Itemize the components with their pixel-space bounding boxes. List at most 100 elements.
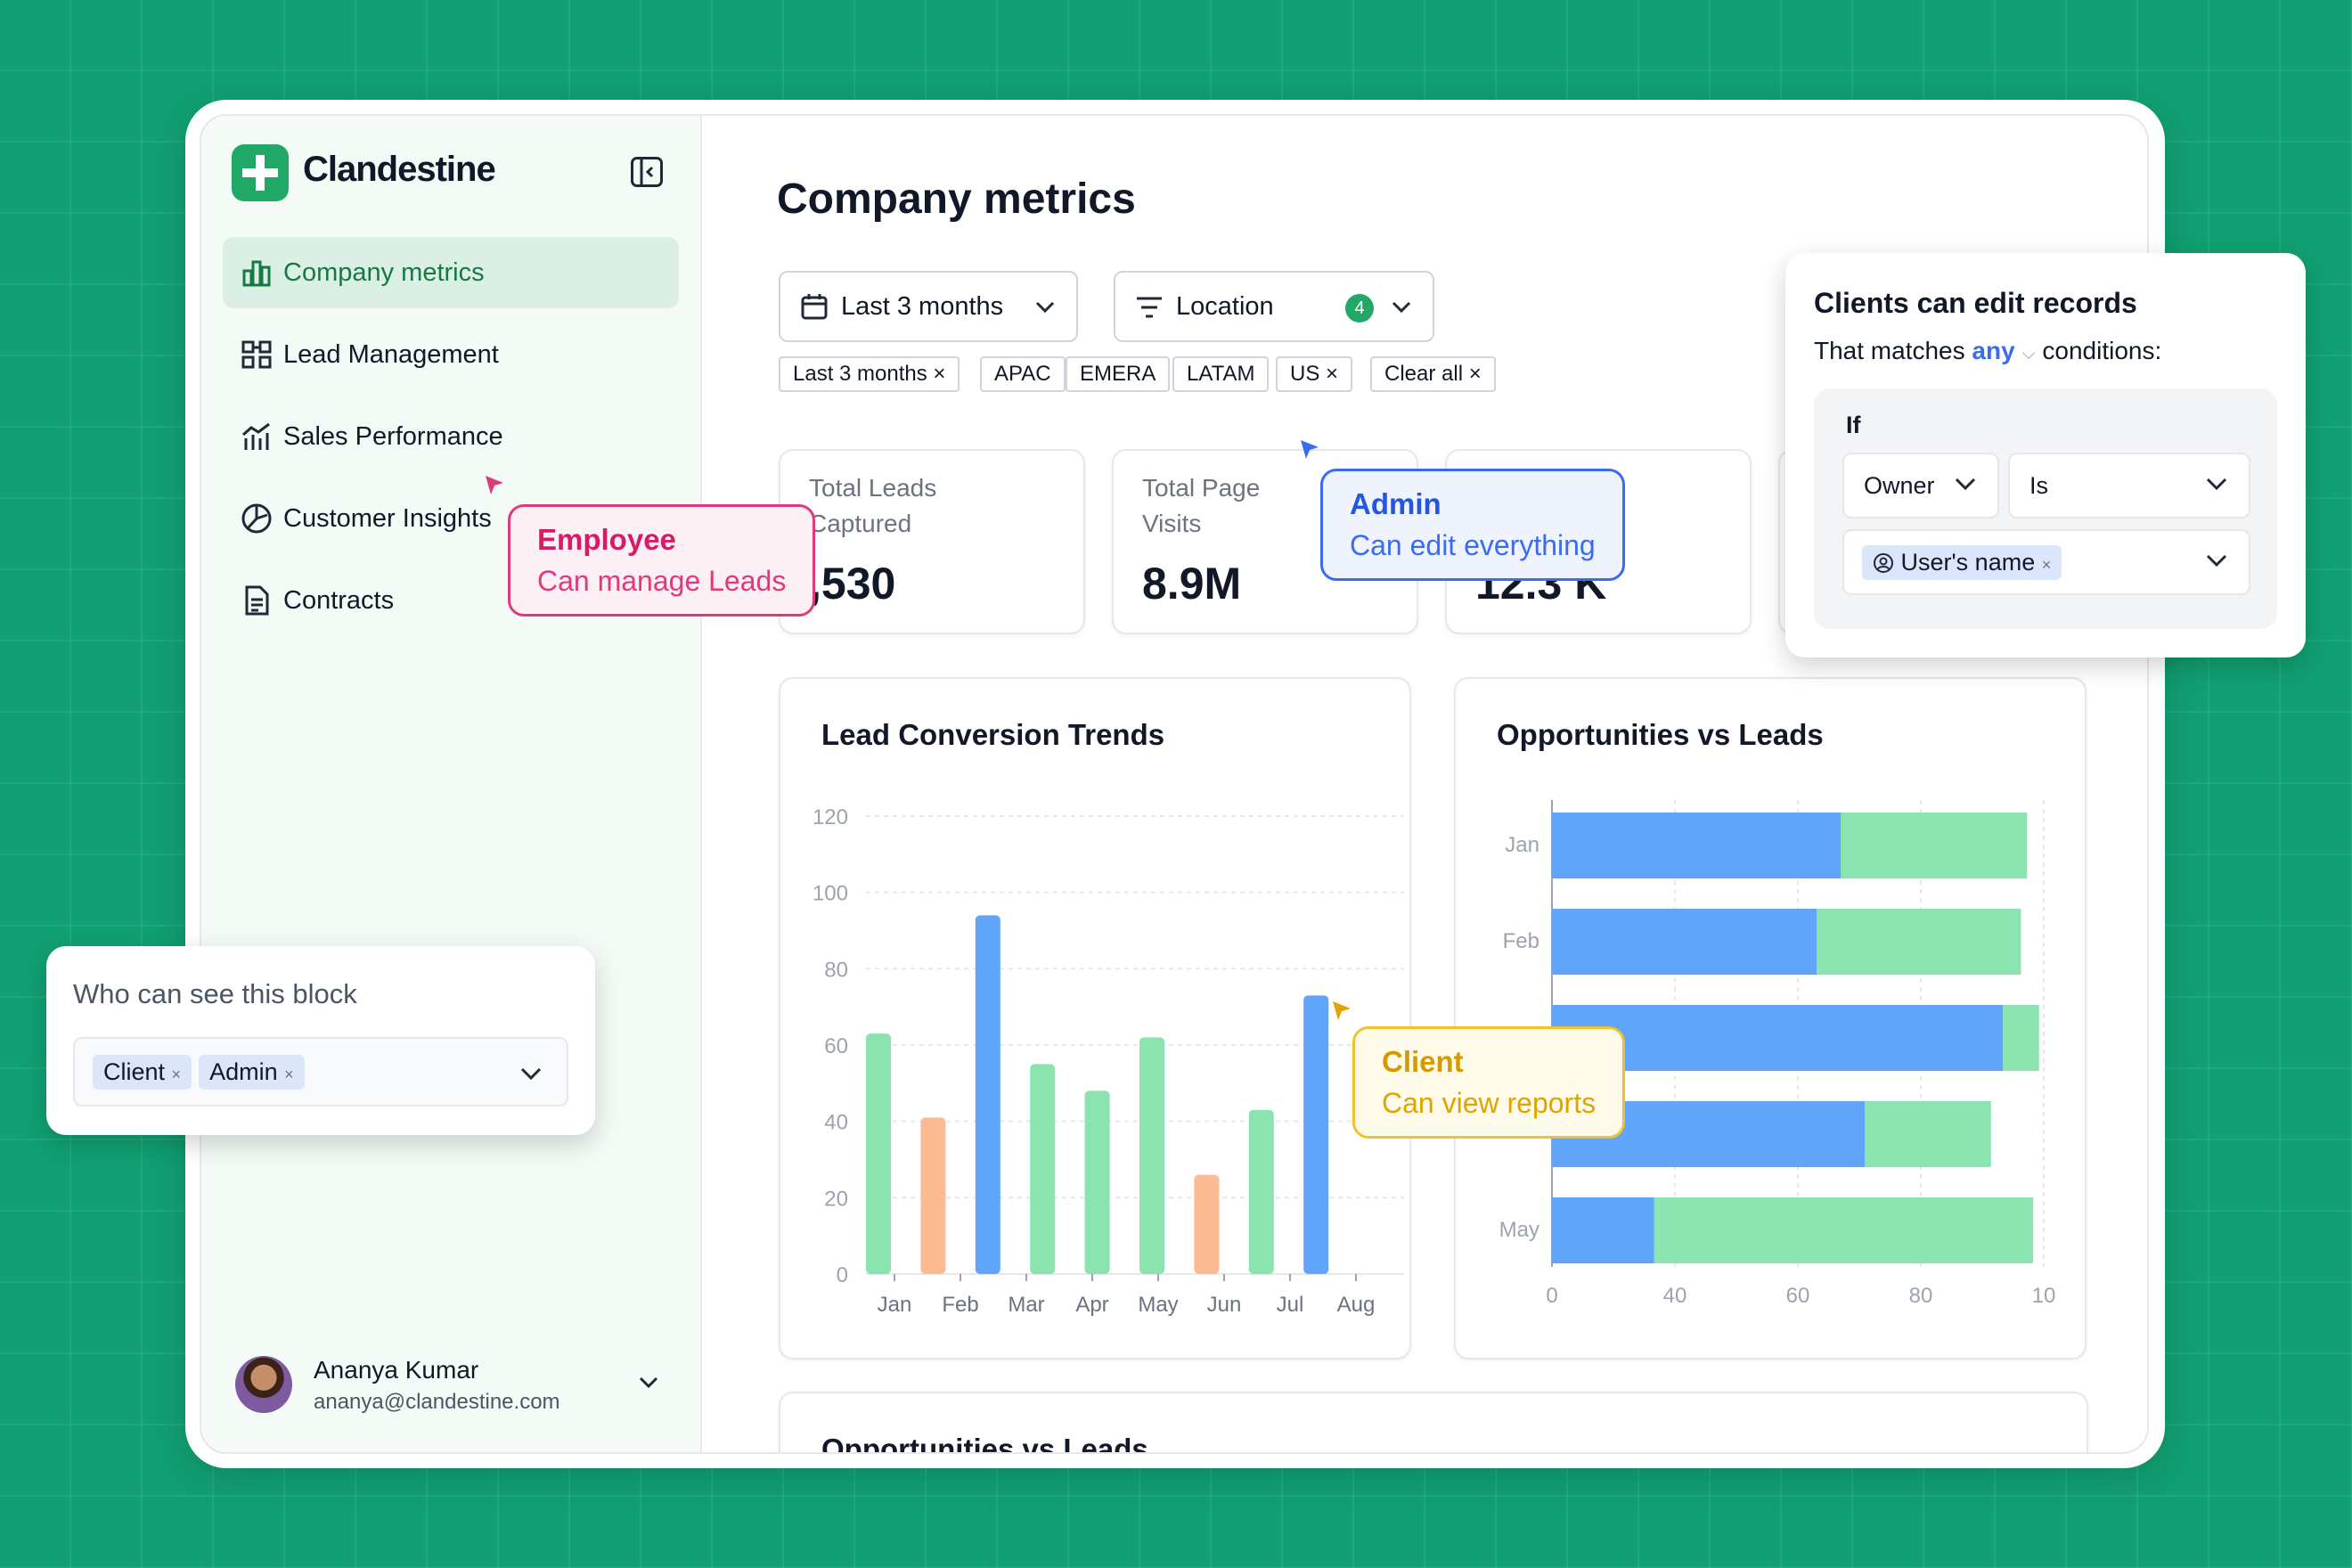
yellow-cursor-icon [1333,1001,1351,1020]
filter-chip[interactable]: APAC [980,356,1066,392]
bar-segment [1552,1005,2004,1071]
chevron-down-icon[interactable] [638,1376,659,1390]
visibility-tag[interactable]: Client × [93,1054,192,1090]
pie-icon [241,503,272,534]
opportunities-bottom-card: Opportunities vs Leads [779,1392,2088,1452]
pink-cursor-icon [486,476,503,494]
bar [1248,1109,1274,1274]
sidebar-item-customer-insights[interactable]: Customer Insights [223,483,679,554]
sidebar-item-label: Contracts [283,585,395,615]
visibility-select[interactable]: Client × Admin × [73,1037,568,1107]
x-tick-label: Jun [1207,1293,1242,1317]
y-tick-label: Feb [1503,929,1539,953]
document-icon [245,585,269,616]
location-dropdown[interactable]: Location 4 [1114,271,1434,342]
trend-icon [242,422,270,450]
filter-chip[interactable]: LATAM [1172,356,1270,392]
bar [1084,1090,1110,1274]
user-circle-icon [1874,552,1893,573]
bar-segment [1841,813,2028,878]
chevron-down-icon [1955,478,1976,490]
x-tick-label: 10 [2032,1284,2056,1308]
bar [975,915,1000,1274]
sidebar-item-company-metrics[interactable]: Company metrics [223,237,679,308]
operator-value: Is [2029,471,2049,499]
kpi-value: ,530 [809,559,896,608]
sidebar-item-sales-performance[interactable]: Sales Performance [223,401,679,472]
filter-icon [1137,297,1162,318]
bar-segment [1654,1197,2033,1263]
bar-chart-icon [242,260,271,287]
field-value: Owner [1864,471,1935,499]
admin-role-tooltip: Admin Can edit everything [1320,469,1625,581]
workflow-icon [241,340,272,369]
role-name: Employee [537,523,676,556]
sidebar-item-label: Company metrics [283,257,485,287]
lead-conversion-chart: 020406080100120JanFebMarAprMayJunJulAugS [813,805,1404,1317]
x-tick-label: Feb [942,1293,978,1317]
role-name: Admin [1350,487,1441,520]
opportunities-chart: 040608010JanFebMarMay [1499,800,2056,1308]
app-name: Clandestine [303,150,496,189]
date-range-value: Last 3 months [841,291,1004,321]
kpi-value: 8.9M [1142,559,1242,608]
opportunities-chart-card: Opportunities vs Leads 0 40 60 80 10 Jan Feb Ma… [1454,677,2087,1360]
y-tick-label: 120 [813,805,848,829]
x-tick-label: Mar [1008,1293,1044,1317]
if-label: If [1846,412,1861,438]
kpi-label: Total Leads [809,474,937,502]
bar-segment [2003,1005,2039,1071]
kpi-label: Visits [1142,510,1202,537]
match-mode-dropdown[interactable]: any [1972,337,2015,364]
bar [1139,1037,1164,1274]
employee-role-tooltip: Employee Can manage Leads [508,504,816,617]
chevron-down-icon [2206,478,2227,490]
condition-group: If Owner Is User's name × [1814,388,2277,629]
bar [1303,995,1329,1274]
app-logo-icon [232,144,289,201]
client-role-tooltip: Client Can view reports [1352,1026,1626,1139]
avatar [235,1356,292,1413]
location-label: Location [1176,291,1274,321]
clear-all-button[interactable]: Clear all × [1370,356,1496,392]
y-tick-label: May [1499,1218,1539,1242]
operator-select[interactable]: Is [2008,453,2250,519]
x-tick-label: 40 [1663,1284,1687,1308]
bar [1194,1174,1220,1274]
y-tick-label: 100 [813,882,848,906]
value-select[interactable]: User's name × [1842,529,2250,595]
page-title: Company metrics [777,176,1136,223]
access-rule-panel: Clients can edit records That matches an… [1785,253,2306,657]
y-tick-label: Jan [1505,833,1539,857]
lead-conversion-chart-card: Lead Conversion Trends 0 20 40 60 80 100 120 Ja… [779,677,1411,1360]
panel-title: Clients can edit records [1814,287,2137,319]
filter-chip[interactable]: US × [1276,356,1353,392]
kpi-card-leads: Total Leads Captured ,530 [779,449,1085,634]
collapse-sidebar-icon[interactable] [631,157,663,187]
sidebar-item-label: Customer Insights [283,503,492,533]
sidebar-item-contracts[interactable]: Contracts [223,565,679,636]
value-tag[interactable]: User's name × [1862,544,2062,580]
role-name: Client [1382,1045,1464,1078]
x-tick-label: Aug [1337,1293,1376,1317]
y-tick-label: 0 [837,1263,848,1287]
x-tick-label: 60 [1786,1284,1810,1308]
filter-chip[interactable]: Last 3 months × [779,356,960,392]
chart-title: Lead Conversion Trends [821,718,1165,751]
location-count-badge: 4 [1345,294,1374,323]
blue-cursor-icon [1301,440,1319,459]
visibility-tag[interactable]: Admin × [199,1054,305,1090]
x-tick-label: May [1138,1293,1178,1317]
sidebar: Clandestine Company metrics Lead Managem… [201,116,702,1452]
x-tick-label: 80 [1909,1284,1933,1308]
y-tick-label: 40 [824,1111,848,1135]
y-tick-label: 20 [824,1187,848,1211]
date-range-dropdown[interactable]: Last 3 months [779,271,1078,342]
sidebar-item-lead-management[interactable]: Lead Management [223,319,679,390]
visibility-panel: Who can see this block Client × Admin × [46,946,595,1135]
chevron-down-icon [2206,554,2227,567]
bar [1030,1064,1056,1274]
field-select[interactable]: Owner [1842,453,1999,519]
filter-chip[interactable]: EMERA [1066,356,1171,392]
user-email: ananya@clandestine.com [314,1390,560,1414]
